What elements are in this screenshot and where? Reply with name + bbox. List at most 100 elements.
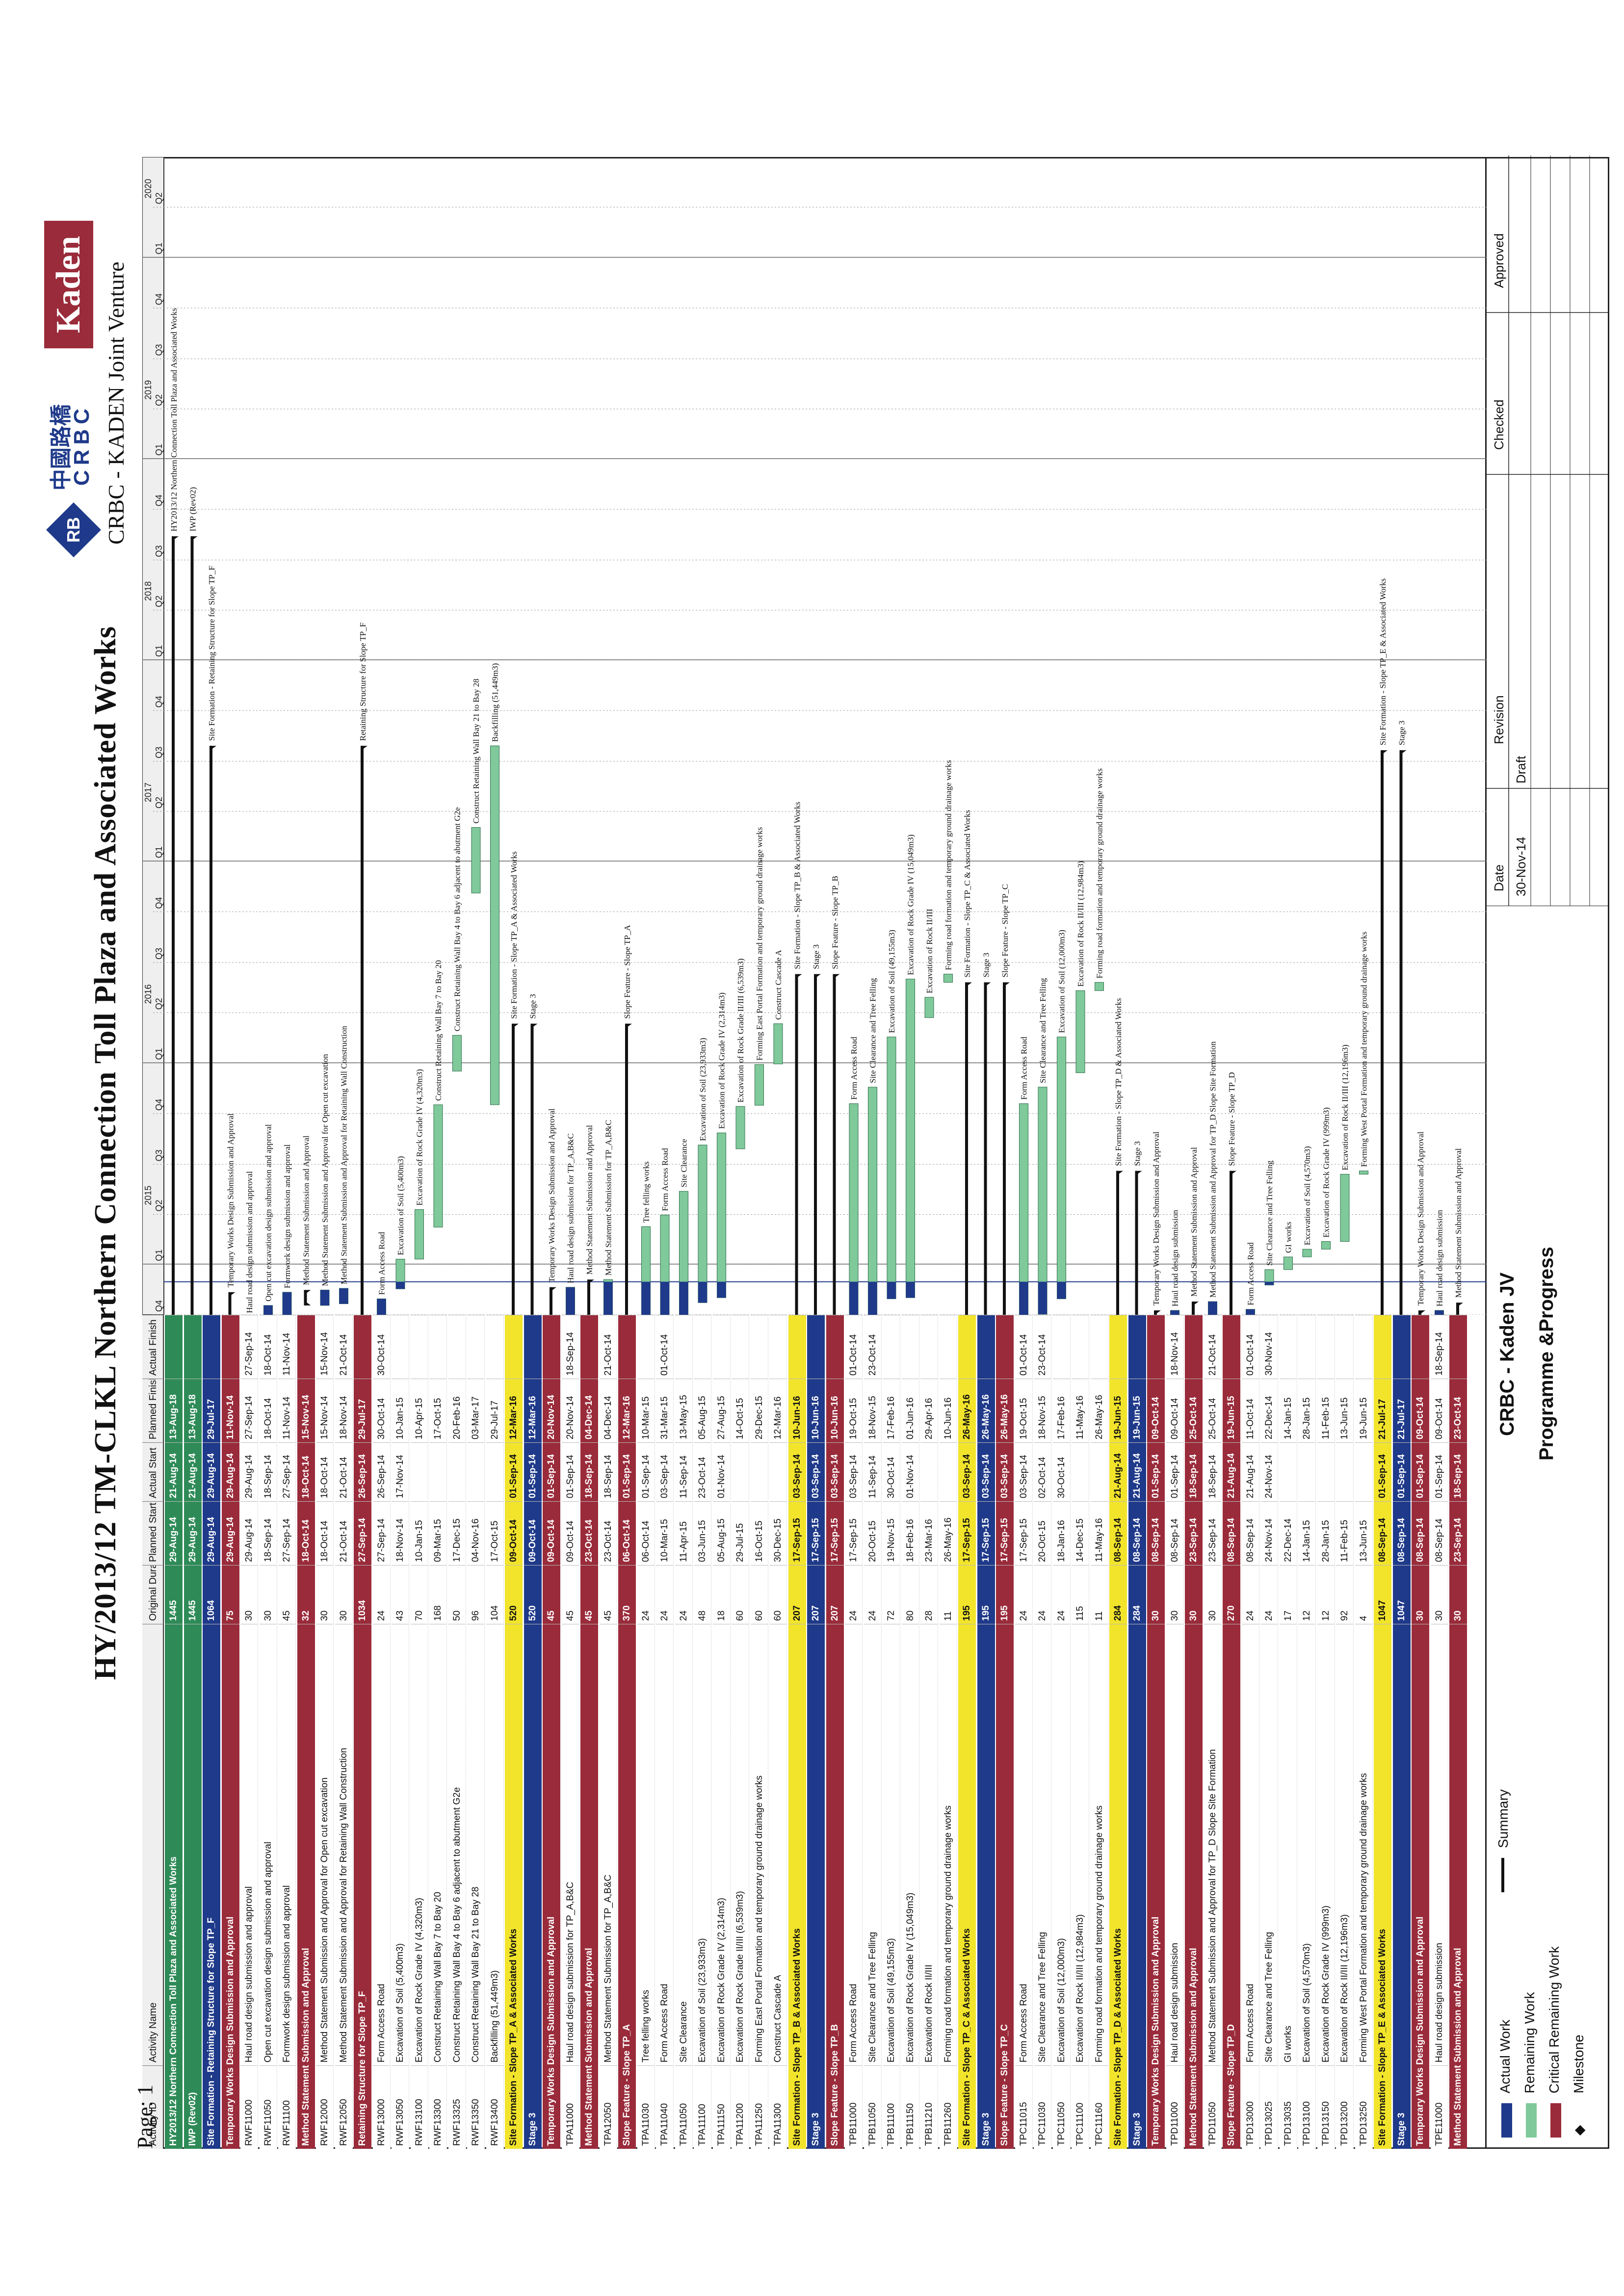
wbs-row[interactable]: IWP (Rev02) 1445 29-Aug-14 21-Aug-14 13-Aug-… <box>183 1315 202 2149</box>
wbs-row[interactable]: Site Formation - Slope TP_C & Associated… <box>958 1315 976 2149</box>
table-row[interactable]: RWF13100 Excavation of Rock Grade IV (4,3… <box>410 1315 428 2149</box>
table-row[interactable]: RWF13300 Construct Retaining Wall Bay 7 t… <box>429 1315 447 2149</box>
table-row[interactable]: RWF13325 Construct Retaining Wall Bay 4 t… <box>448 1315 466 2149</box>
table-row[interactable]: TPD13200 Excavation of Rock II/III (12,19… <box>1336 1315 1354 2149</box>
table-row[interactable]: TPA11250 Forming East Portal Formation an… <box>750 1315 768 2149</box>
table-row[interactable]: RWF11000 Haul road design submission and … <box>240 1315 258 2149</box>
actual-start-cell: 18-Oct-14 <box>316 1442 334 1501</box>
summary-label: Slope Feature - Slope TP_C <box>1000 884 1010 977</box>
wbs-row[interactable]: Slope Feature - Slope TP_B 207 17-Sep-15 03… <box>826 1315 844 2149</box>
wbs-row[interactable]: Stage 3 195 17-Sep-15 03-Sep-14 26-May-16 <box>977 1315 995 2149</box>
bar-label: Haul road design submission <box>1171 1210 1180 1306</box>
table-row[interactable]: TPA12050 Method Statement Submission for … <box>599 1315 617 2149</box>
table-row[interactable]: TPA11200 Excavation of Rock Grade II/III … <box>732 1315 749 2149</box>
table-row[interactable]: RWF12000 Method Statement Submission and … <box>316 1315 334 2149</box>
wbs-row[interactable]: Method Statement Submission and Approval… <box>580 1315 598 2149</box>
planned-finish-cell: 29-Apr-16 <box>920 1379 938 1442</box>
table-row[interactable]: RWF11050 Open cut excavation design submi… <box>259 1315 277 2149</box>
wbs-row[interactable]: Site Formation - Slope TP_A & Associated… <box>505 1315 523 2149</box>
table-row[interactable]: TPB11150 Excavation of Rock Grade IV (15,… <box>901 1315 919 2149</box>
table-row[interactable]: TPA11050 Site Clearance 24 11-Apr-15 11-Sep-… <box>675 1315 693 2149</box>
col-activity-name[interactable]: Activity Name <box>142 1624 164 2065</box>
summary-label: Temporary Works Design Submission and Ap… <box>1152 1131 1161 1305</box>
wbs-row[interactable]: Stage 3 1047 08-Sep-14 01-Sep-14 21-Jul-17 <box>1392 1315 1411 2149</box>
summary-end-tick <box>1418 1310 1425 1315</box>
wbs-row[interactable]: Stage 3 520 09-Oct-14 01-Sep-14 12-Mar-16 <box>524 1315 542 2149</box>
planned-start-cell: 08-Sep-14 <box>1430 1501 1448 1565</box>
remaining-bar <box>415 1209 424 1259</box>
table-row[interactable]: RWF12050 Method Statement Submission and … <box>335 1315 353 2149</box>
wbs-row[interactable]: Stage 3 284 08-Sep-14 21-Aug-14 19-Jun-15 <box>1128 1315 1146 2149</box>
wbs-row[interactable]: Stage 3 207 17-Sep-15 03-Sep-14 10-Jun-16 <box>807 1315 825 2149</box>
remaining-bar <box>773 1023 783 1065</box>
table-row[interactable]: TPB11100 Excavation of Soil (49,155m3) 72 1… <box>883 1315 900 2149</box>
table-row[interactable]: TPE11000 Haul road design submission 30 08-… <box>1430 1315 1448 2149</box>
col-planned-start[interactable]: Planned Start <box>142 1501 164 1565</box>
table-row[interactable]: TPA11030 Tree felling works 24 06-Oct-14 01-… <box>637 1315 655 2149</box>
duration-cell: 48 <box>694 1565 711 1624</box>
col-actual-finish[interactable]: Actual Finish <box>142 1315 164 1379</box>
wbs-row[interactable]: HY2013/12 Northern Connection Toll Plaza… <box>165 1315 183 2149</box>
table-row[interactable]: TPD13100 Excavation of Soil (4,570m3) 12 14… <box>1298 1315 1316 2149</box>
table-row[interactable]: TPD11000 Haul road design submission 30 08-… <box>1166 1315 1184 2149</box>
col-actual-start[interactable]: Actual Start <box>142 1442 164 1501</box>
wbs-row[interactable]: Method Statement Submission and Approval… <box>1185 1315 1203 2149</box>
wbs-row[interactable]: Retaining Structure for Slope TP_F 1034 27… <box>354 1315 371 2149</box>
table-row[interactable]: TPB11210 Excavation of Rock II/III 28 23-Ma… <box>920 1315 938 2149</box>
col-original-duration[interactable]: Original Duration <box>142 1565 164 1624</box>
table-row[interactable]: TPC11050 Excavation of Soil (12,000m3) 24 1… <box>1052 1315 1071 2149</box>
table-row[interactable]: TPC11030 Site Clearance and Tree Felling 2… <box>1034 1315 1051 2149</box>
actual-bar <box>396 1281 405 1289</box>
remaining-bar <box>887 1037 896 1299</box>
table-row[interactable]: RWF13000 Form Access Road 24 27-Sep-14 26-Se… <box>372 1315 391 2149</box>
wbs-row[interactable]: Temporary Works Design Submission and Ap… <box>543 1315 560 2149</box>
table-row[interactable]: TPD13025 Site Clearance and Tree Felling 2… <box>1260 1315 1278 2149</box>
activity-name-cell: Excavation of Rock Grade II/III (6,539m3… <box>732 1624 749 2065</box>
table-row[interactable]: RWF13400 Backfilling (51,449m3) 104 17-Oct-… <box>486 1315 504 2149</box>
wbs-row[interactable]: Site Formation - Slope TP_B & Associated… <box>788 1315 806 2149</box>
duration-cell: 195 <box>958 1565 976 1624</box>
wbs-row[interactable]: Site Formation - Retaining Structure for… <box>203 1315 220 2149</box>
actual-bar <box>320 1290 329 1305</box>
table-row[interactable]: RWF11100 Formwork design submission and a… <box>278 1315 296 2149</box>
table-row[interactable]: TPB11050 Site Clearance and Tree Felling 2… <box>864 1315 882 2149</box>
planned-start-cell: 03-Jun-15 <box>694 1501 711 1565</box>
table-row[interactable]: TPD13000 Form Access Road 24 08-Sep-14 21-Au… <box>1241 1315 1259 2149</box>
actual-finish-cell <box>354 1315 371 1379</box>
actual-finish-cell: 18-Oct-14 <box>259 1315 277 1379</box>
table-row[interactable]: TPA11000 Haul road design submission for … <box>561 1315 579 2149</box>
table-row[interactable]: TPD13035 GI works 17 22-Dec-14 14-Jan-15 <box>1279 1315 1297 2149</box>
col-planned-finish[interactable]: Planned Finish <box>142 1379 164 1442</box>
quarter-label: Q3 <box>154 344 164 356</box>
table-row[interactable]: TPA11300 Construct Cascade A 60 30-Dec-15 12… <box>769 1315 787 2149</box>
wbs-row[interactable]: Method Statement Submission and Approval… <box>1449 1315 1467 2149</box>
table-row[interactable]: TPC11100 Excavation of Rock II/III (12,98… <box>1072 1315 1089 2149</box>
table-row[interactable]: TPD11050 Method Statement Submission and … <box>1204 1315 1222 2149</box>
duration-cell: 60 <box>732 1565 749 1624</box>
duration-cell: 11 <box>939 1565 957 1624</box>
wbs-row[interactable]: Slope Feature - Slope TP_D 270 08-Sep-14 21… <box>1223 1315 1240 2149</box>
actual-start-cell: 01-Sep-14 <box>637 1442 655 1501</box>
table-row[interactable]: TPA11040 Form Access Road 24 10-Mar-15 03-Se… <box>656 1315 674 2149</box>
table-row[interactable]: TPC11015 Form Access Road 24 17-Sep-15 03-Se… <box>1015 1315 1033 2149</box>
wbs-row[interactable]: Slope Feature - Slope TP_C 195 17-Sep-15 03… <box>996 1315 1014 2149</box>
table-row[interactable]: TPC11160 Forming road formation and tempo… <box>1090 1315 1108 2149</box>
wbs-row[interactable]: Site Formation - Slope TP_E & Associated… <box>1374 1315 1391 2149</box>
planned-finish-cell: 09-Oct-14 <box>1412 1379 1429 1442</box>
table-row[interactable]: TPD13250 Forming West Portal Formation an… <box>1355 1315 1373 2149</box>
duration-cell: 195 <box>977 1565 995 1624</box>
wbs-row[interactable]: Temporary Works Design Submission and Ap… <box>1412 1315 1429 2149</box>
table-row[interactable]: RWF13350 Construct Retaining Wall Bay 21 … <box>467 1315 485 2149</box>
table-row[interactable]: TPB11260 Forming road formation and tempo… <box>939 1315 957 2149</box>
table-row[interactable]: TPA11150 Excavation of Rock Grade IV (2,3… <box>712 1315 731 2149</box>
planned-finish-cell: 18-Nov-14 <box>335 1379 353 1442</box>
wbs-row[interactable]: Temporary Works Design Submission and Ap… <box>1147 1315 1165 2149</box>
wbs-row[interactable]: Temporary Works Design Submission and Ap… <box>221 1315 239 2149</box>
table-row[interactable]: TPD13150 Excavation of Rock Grade IV (999… <box>1317 1315 1335 2149</box>
table-row[interactable]: TPA11100 Excavation of Soil (23,933m3) 48 0… <box>694 1315 711 2149</box>
wbs-row[interactable]: Method Statement Submission and Approval… <box>297 1315 315 2149</box>
table-row[interactable]: TPB11000 Form Access Road 24 17-Sep-15 03-Se… <box>845 1315 863 2149</box>
table-row[interactable]: RWF13050 Excavation of Soil (5,400m3) 43 18… <box>392 1315 409 2149</box>
wbs-row[interactable]: Slope Feature - Slope TP_A 370 06-Oct-14 01… <box>618 1315 636 2149</box>
wbs-row[interactable]: Site Formation - Slope TP_D & Associated… <box>1109 1315 1127 2149</box>
